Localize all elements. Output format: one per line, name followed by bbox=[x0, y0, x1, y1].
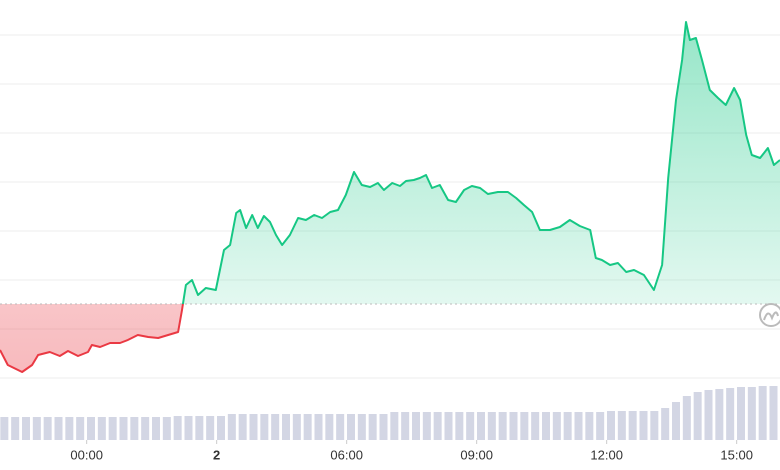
plot bbox=[0, 21, 780, 373]
volume-bar bbox=[379, 414, 388, 440]
price-line bbox=[0, 21, 780, 373]
volume-bar bbox=[325, 414, 334, 440]
volume-bar bbox=[726, 388, 735, 440]
volume-bar bbox=[607, 411, 615, 440]
volume-bar bbox=[455, 412, 464, 440]
volume-bar bbox=[303, 414, 312, 440]
area-down bbox=[0, 304, 780, 372]
volume-bar bbox=[650, 411, 659, 440]
x-tick-label: 06:00 bbox=[330, 447, 363, 462]
x-axis: 00:00 2 06:00 09:00 12:00 15:00 bbox=[70, 440, 753, 462]
volume-bar bbox=[314, 414, 323, 440]
volume-bar bbox=[715, 389, 724, 440]
watermark-logo bbox=[759, 303, 780, 327]
volume-bar bbox=[563, 412, 572, 440]
volume-bar bbox=[444, 412, 453, 440]
area-up bbox=[0, 22, 780, 304]
volume-bar bbox=[11, 417, 20, 440]
volume-bar bbox=[672, 402, 680, 440]
volume-bar bbox=[477, 412, 485, 440]
volume-bar bbox=[217, 416, 225, 440]
volume-bar bbox=[141, 417, 150, 440]
volume-bar bbox=[22, 417, 30, 440]
x-tick-label: 2 bbox=[213, 447, 220, 462]
volume-bar bbox=[390, 412, 399, 440]
volume-bar bbox=[401, 412, 410, 440]
volume-bar bbox=[162, 417, 171, 440]
volume-bar bbox=[433, 412, 442, 440]
volume-bar bbox=[747, 387, 756, 440]
volume-bar bbox=[76, 417, 85, 440]
volume-bars bbox=[0, 386, 778, 440]
volume-bar bbox=[520, 412, 529, 440]
volume-bar bbox=[195, 416, 204, 440]
volume-bar bbox=[32, 417, 41, 440]
volume-bar bbox=[574, 412, 583, 440]
volume-bar bbox=[628, 411, 637, 440]
volume-bar bbox=[661, 408, 670, 440]
volume-bar bbox=[542, 412, 550, 440]
volume-bar bbox=[552, 412, 561, 440]
volume-bar bbox=[368, 414, 377, 440]
volume-bar bbox=[336, 414, 345, 440]
volume-bar bbox=[422, 412, 431, 440]
volume-bar bbox=[282, 414, 290, 440]
volume-bar bbox=[238, 414, 247, 440]
volume-bar bbox=[152, 417, 160, 440]
volume-bar bbox=[509, 412, 518, 440]
volume-bar bbox=[54, 417, 63, 440]
volume-bar bbox=[119, 417, 128, 440]
volume-bar bbox=[130, 417, 139, 440]
volume-bar bbox=[0, 417, 9, 440]
x-tick-label: 12:00 bbox=[590, 447, 623, 462]
volume-bar bbox=[206, 416, 215, 440]
volume-bar bbox=[617, 411, 626, 440]
volume-bar bbox=[758, 386, 767, 440]
volume-bar bbox=[585, 412, 594, 440]
volume-bar bbox=[682, 396, 691, 440]
volume-bar bbox=[271, 414, 280, 440]
volume-bar bbox=[639, 411, 648, 440]
volume-bar bbox=[531, 412, 540, 440]
volume-bar bbox=[249, 414, 258, 440]
volume-bar bbox=[65, 417, 74, 440]
volume-bar bbox=[43, 417, 52, 440]
volume-bar bbox=[108, 417, 117, 440]
volume-bar bbox=[487, 412, 496, 440]
volume-bar bbox=[596, 412, 605, 440]
volume-bar bbox=[260, 414, 269, 440]
x-tick-label: 00:00 bbox=[70, 447, 103, 462]
x-tick-label: 09:00 bbox=[460, 447, 493, 462]
volume-bar bbox=[227, 414, 236, 440]
volume-bar bbox=[347, 414, 355, 440]
x-tick-label: 15:00 bbox=[720, 447, 753, 462]
volume-bar bbox=[292, 414, 301, 440]
volume-bar bbox=[704, 390, 713, 440]
volume-bar bbox=[97, 417, 106, 440]
volume-bar bbox=[412, 412, 420, 440]
volume-bar bbox=[466, 412, 475, 440]
volume-bar bbox=[737, 387, 745, 440]
volume-bar bbox=[173, 416, 182, 440]
volume-bar bbox=[357, 414, 366, 440]
volume-bar bbox=[184, 416, 193, 440]
volume-bar bbox=[87, 417, 95, 440]
volume-bar bbox=[498, 412, 507, 440]
volume-bar bbox=[769, 386, 778, 440]
volume-bar bbox=[693, 392, 702, 440]
